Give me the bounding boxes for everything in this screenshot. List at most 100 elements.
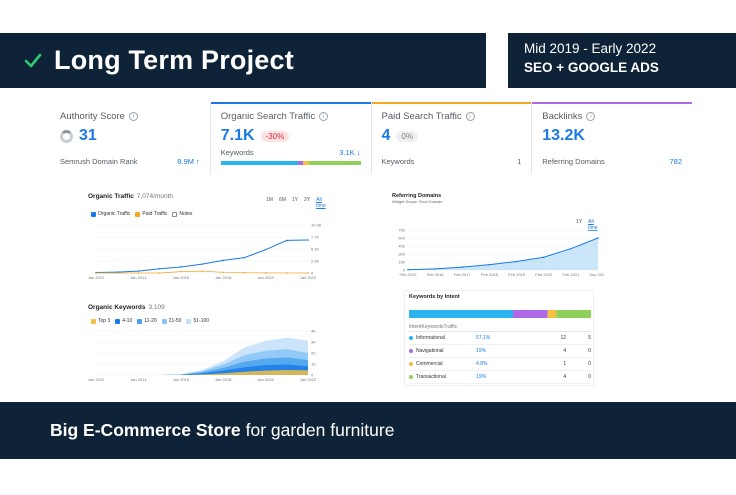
data-point — [243, 271, 246, 274]
data-point — [407, 268, 409, 271]
data-point — [597, 237, 599, 239]
metric-label: Organic Search Traffic — [220, 111, 316, 122]
x-tick-label: Feb 2020 — [535, 272, 553, 277]
intent-row[interactable]: Commercial 4.8% 1 0 — [409, 358, 591, 371]
legend-51-100[interactable]: 51-100 — [186, 318, 209, 324]
series-area-top-3 — [96, 370, 308, 375]
range-1y[interactable]: 1Y — [576, 219, 583, 225]
organic-traffic-chart: 0 2.6K 5.1K 7.7K 10.3K Jan 2012 Jan 2014 Jan 20… — [88, 223, 322, 281]
range-2y[interactable]: 2Y — [304, 197, 311, 203]
x-tick-label: Feb 2017 — [454, 272, 472, 277]
y-tick-label: 10.3K — [311, 223, 322, 228]
data-point — [116, 272, 118, 274]
series-line-referring-domains — [407, 237, 599, 271]
x-tick-label: Jan 2020 — [257, 275, 274, 280]
y-tick-label: 0 — [403, 268, 406, 273]
store-niche: for garden furniture — [245, 420, 395, 440]
x-tick-label: Jan 2016 — [173, 377, 190, 382]
info-icon[interactable]: i — [319, 112, 329, 121]
referring-domains-panel: Referring Domains Widget Scope: Root Dom… — [392, 193, 604, 279]
data-point — [488, 263, 491, 266]
metric-backlinks[interactable]: Backlinks i 13.2K Referring Domains 782 — [532, 102, 692, 174]
panel-title: Referring Domains — [392, 193, 442, 199]
active-indicator — [210, 102, 371, 104]
time-range-tabs: 1Y All time — [576, 219, 604, 231]
check-icon — [24, 53, 42, 67]
data-point — [286, 272, 288, 274]
panel-title: Keywords by Intent — [409, 294, 460, 300]
y-tick-label: 0 — [311, 373, 314, 378]
data-point — [434, 268, 436, 270]
sub-value[interactable]: 782 — [669, 157, 682, 166]
y-tick-label: 450 — [398, 244, 405, 249]
data-point — [95, 272, 97, 274]
info-icon[interactable]: i — [465, 112, 475, 121]
info-icon[interactable]: i — [586, 112, 596, 121]
footer-banner: Big E-Commerce Store for garden furnitur… — [0, 402, 736, 459]
x-tick-label: Jan 2022 — [300, 377, 317, 382]
range-all-time[interactable]: All time — [316, 197, 326, 209]
panel-title: Organic Traffic 7,074/month — [88, 193, 174, 200]
change-badge: 0% — [396, 130, 418, 142]
sub-value[interactable]: 3.1K ↓ — [339, 148, 361, 157]
range-all-time[interactable]: All time — [588, 219, 598, 231]
referring-domains-chart: 0 150 300 450 600 750 Feb 2015 Feb 2016 Feb 2017… — [398, 228, 604, 278]
metric-organic-traffic[interactable]: Organic Search Traffic i 7.1K -30% Keyword… — [210, 102, 372, 174]
info-icon[interactable]: i — [128, 112, 138, 121]
metric-label: Backlinks — [542, 111, 583, 122]
series-line-organic-traffic — [95, 239, 309, 274]
legend-4-10[interactable]: 4-10 — [115, 318, 132, 324]
intent-bar-transactional — [556, 310, 591, 318]
intent-row[interactable]: Navigational 19% 4 0 — [409, 345, 591, 358]
metrics-bar: Authority Score i 31 Semrush Domain Rank 8… — [50, 102, 692, 174]
sub-value[interactable]: 8.9M ↑ — [177, 157, 200, 166]
sub-label: Semrush Domain Rank — [60, 157, 138, 166]
data-point — [515, 260, 518, 263]
period-services: SEO + GOOGLE ADS — [524, 60, 659, 75]
range-6m[interactable]: 6M — [278, 197, 286, 203]
legend-top3[interactable]: Top 3 — [91, 318, 110, 324]
data-point — [180, 270, 182, 273]
x-tick-label: Jan 2018 — [215, 275, 232, 280]
sub-label: Referring Domains — [542, 157, 605, 166]
organic-keywords-panel: Organic Keywords 3,109 Top 3 4-10 11-20 2… — [88, 304, 328, 386]
data-point — [158, 272, 161, 274]
intent-table-header: Intent Keywords Traffic — [409, 322, 591, 332]
data-point — [222, 271, 224, 274]
legend-paid[interactable]: Paid Traffic — [135, 211, 167, 217]
x-tick-label: Feb 2019 — [508, 272, 526, 277]
store-type: Big E-Commerce Store — [50, 420, 241, 440]
x-tick-label: Jan 2014 — [130, 377, 147, 382]
keywords-by-intent-panel: Keywords by Intent Intent Keywords Traffi… — [404, 290, 594, 386]
range-1y[interactable]: 1Y — [291, 197, 299, 203]
data-point — [222, 259, 224, 262]
x-tick-label: Jan 2022 — [300, 275, 317, 280]
x-tick-label: Jan 2012 — [88, 377, 105, 382]
data-point — [201, 270, 203, 272]
y-tick-label: 4K — [311, 329, 316, 334]
legend-11-20[interactable]: 11-20 — [137, 318, 157, 324]
metric-value: 31 — [79, 127, 97, 144]
keywords-legend: Top 3 4-10 11-20 21-50 51-100 — [91, 318, 209, 324]
y-tick-label: 1K — [311, 362, 316, 367]
panel-subtitle: Widget Scope: Root Domain — [392, 199, 443, 204]
active-indicator — [371, 102, 532, 104]
legend-21-50[interactable]: 21-50 — [161, 318, 181, 324]
x-tick-label: Feb 2018 — [481, 272, 499, 277]
data-point — [264, 248, 267, 251]
sub-value[interactable]: 1 — [517, 157, 522, 166]
keyword-distribution-bar — [220, 161, 361, 165]
intent-bar-informational — [409, 310, 514, 318]
range-1m[interactable]: 1M — [266, 197, 273, 203]
intent-row[interactable]: Informational 57.1% 12 5 — [409, 332, 591, 345]
metric-paid-traffic[interactable]: Paid Search Traffic i 4 0% Keywords 1 — [371, 102, 533, 174]
data-point — [461, 266, 464, 268]
intent-row[interactable]: Transactional 19% 4 0 — [409, 371, 591, 384]
legend-organic[interactable]: Organic Traffic — [91, 211, 130, 217]
score-ring-icon — [60, 129, 73, 143]
change-badge: -30% — [260, 130, 290, 142]
metric-authority-score[interactable]: Authority Score i 31 Semrush Domain Rank 8… — [50, 102, 211, 174]
x-tick-label: Feb 2016 — [427, 272, 445, 277]
legend-notes[interactable]: Notes — [172, 211, 192, 217]
data-point — [243, 256, 246, 259]
